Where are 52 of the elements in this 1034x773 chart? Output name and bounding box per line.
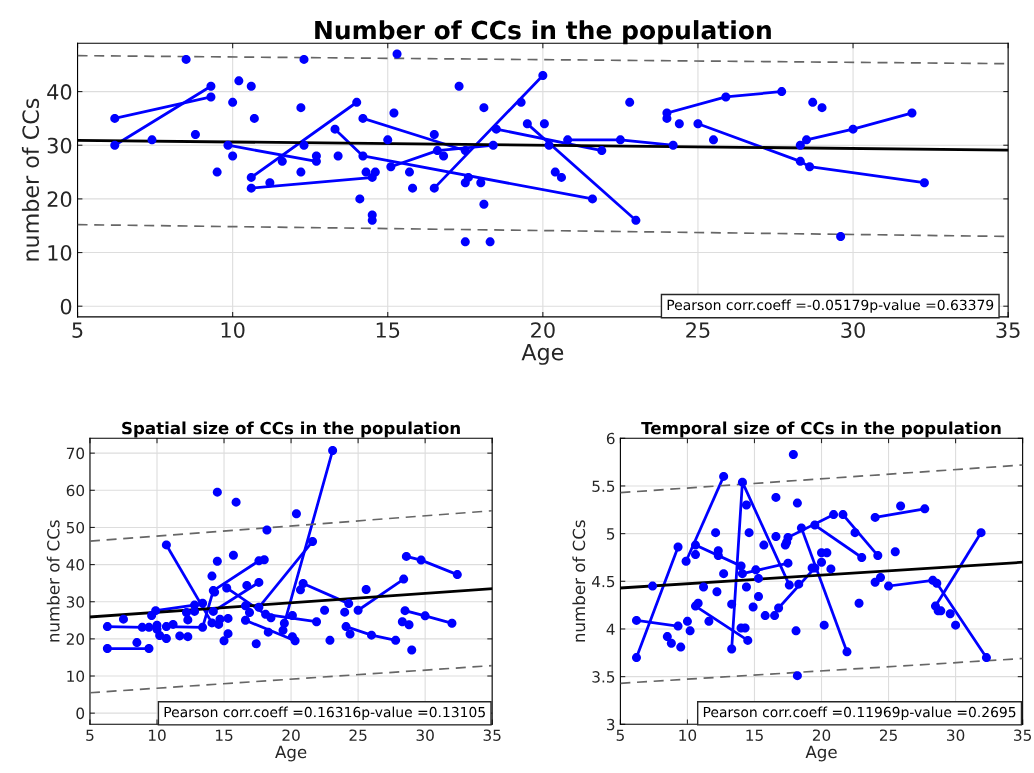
x-tick-label: 20 [531, 322, 555, 338]
y-tick-label: 0 [76, 707, 85, 720]
y-axis-title: number of CCs [21, 98, 40, 261]
x-tick-label: 20 [812, 729, 831, 741]
chart-title: Temporal size of CCs in the population [641, 421, 1001, 438]
annotation: Pearson corr.coeff =0.16316p-value =0.13105 [164, 706, 485, 721]
y-tick-label: 6 [606, 432, 615, 445]
x-tick-label: 5 [616, 729, 624, 741]
x-tick-label: 30 [947, 729, 965, 741]
x-tick-label: 25 [349, 729, 367, 741]
x-tick-label: 30 [841, 322, 865, 338]
chart-title: Spatial size of CCs in the population [122, 421, 460, 438]
x-tick-label: 35 [996, 322, 1020, 338]
x-tick-label: 35 [1014, 729, 1032, 741]
x-tick-label: 10 [679, 729, 697, 741]
annotation: Pearson corr.coeff =0.11969p-value =0.2695 [703, 706, 1016, 721]
x-tick-label: 10 [221, 322, 245, 338]
y-tick-label: 10 [48, 245, 72, 261]
x-tick-label: 5 [86, 729, 94, 741]
x-tick-label: 10 [148, 729, 166, 741]
y-tick-label: 40 [66, 559, 85, 571]
x-tick-label: 20 [282, 729, 300, 741]
x-axis-title: Age [805, 745, 837, 762]
y-tick-label: 50 [66, 521, 85, 534]
x-tick-label: 35 [483, 729, 501, 741]
x-axis-title: Age [275, 745, 307, 762]
y-tick-label: 70 [66, 447, 85, 460]
y-tick-label: 3.5 [592, 671, 615, 683]
x-tick-label: 15 [376, 322, 400, 338]
x-tick-label: 15 [746, 729, 763, 741]
y-tick-label: 3 [606, 718, 615, 731]
y-tick-label: 0 [60, 298, 72, 315]
y-tick-label: 4 [606, 623, 615, 635]
y-tick-label: 10 [67, 670, 85, 683]
x-tick-label: 15 [215, 729, 233, 741]
annotation: Pearson corr.coeff =-0.05179p-value =0.63379 [667, 299, 994, 313]
y-tick-label: 5.5 [592, 480, 615, 492]
x-tick-label: 30 [416, 729, 434, 741]
x-tick-label: 25 [686, 322, 710, 338]
chart-title: Number of CCs in the population [315, 20, 771, 45]
y-tick-label: 30 [66, 596, 85, 608]
x-axis-title: Age [521, 344, 564, 365]
y-tick-label: 4.5 [591, 575, 615, 588]
y-axis-title: number of CCs [46, 520, 60, 642]
y-tick-label: 40 [47, 84, 72, 100]
x-tick-label: 25 [879, 729, 897, 741]
y-tick-label: 5 [607, 528, 615, 540]
y-tick-label: 20 [66, 633, 85, 645]
y-axis-title: number of CCs [572, 520, 586, 642]
y-tick-label: 60 [66, 484, 85, 497]
y-tick-label: 20 [47, 191, 72, 208]
y-tick-label: 30 [47, 137, 72, 154]
